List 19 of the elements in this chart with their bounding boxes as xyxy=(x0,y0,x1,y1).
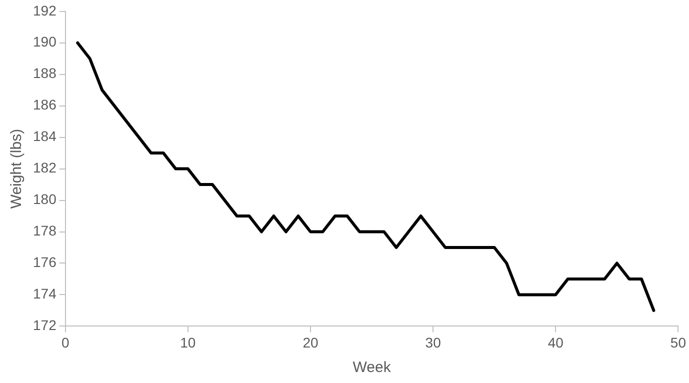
y-tick-label: 182 xyxy=(33,160,57,176)
y-tick-label: 172 xyxy=(33,317,57,334)
y-tick-label: 190 xyxy=(33,34,57,50)
y-tick-label: 174 xyxy=(33,286,57,302)
y-tick-label: 186 xyxy=(33,96,57,113)
x-tick-label: 0 xyxy=(61,334,70,350)
x-tick-label: 50 xyxy=(670,334,686,350)
y-tick-label: 192 xyxy=(33,2,57,18)
x-tick-label: 20 xyxy=(302,334,318,350)
y-axis-title: Weight (lbs) xyxy=(8,128,26,209)
y-tick-label: 180 xyxy=(33,191,57,208)
y-tick-label: 184 xyxy=(33,128,57,144)
x-tick-label: 30 xyxy=(425,334,442,350)
x-tick-label: 10 xyxy=(180,334,196,350)
x-tick-label: 40 xyxy=(548,334,564,350)
y-tick-label: 188 xyxy=(33,65,57,82)
x-axis-title: Week xyxy=(352,359,392,376)
y-tick-label: 176 xyxy=(33,254,57,270)
y-tick-label: 178 xyxy=(33,222,57,239)
